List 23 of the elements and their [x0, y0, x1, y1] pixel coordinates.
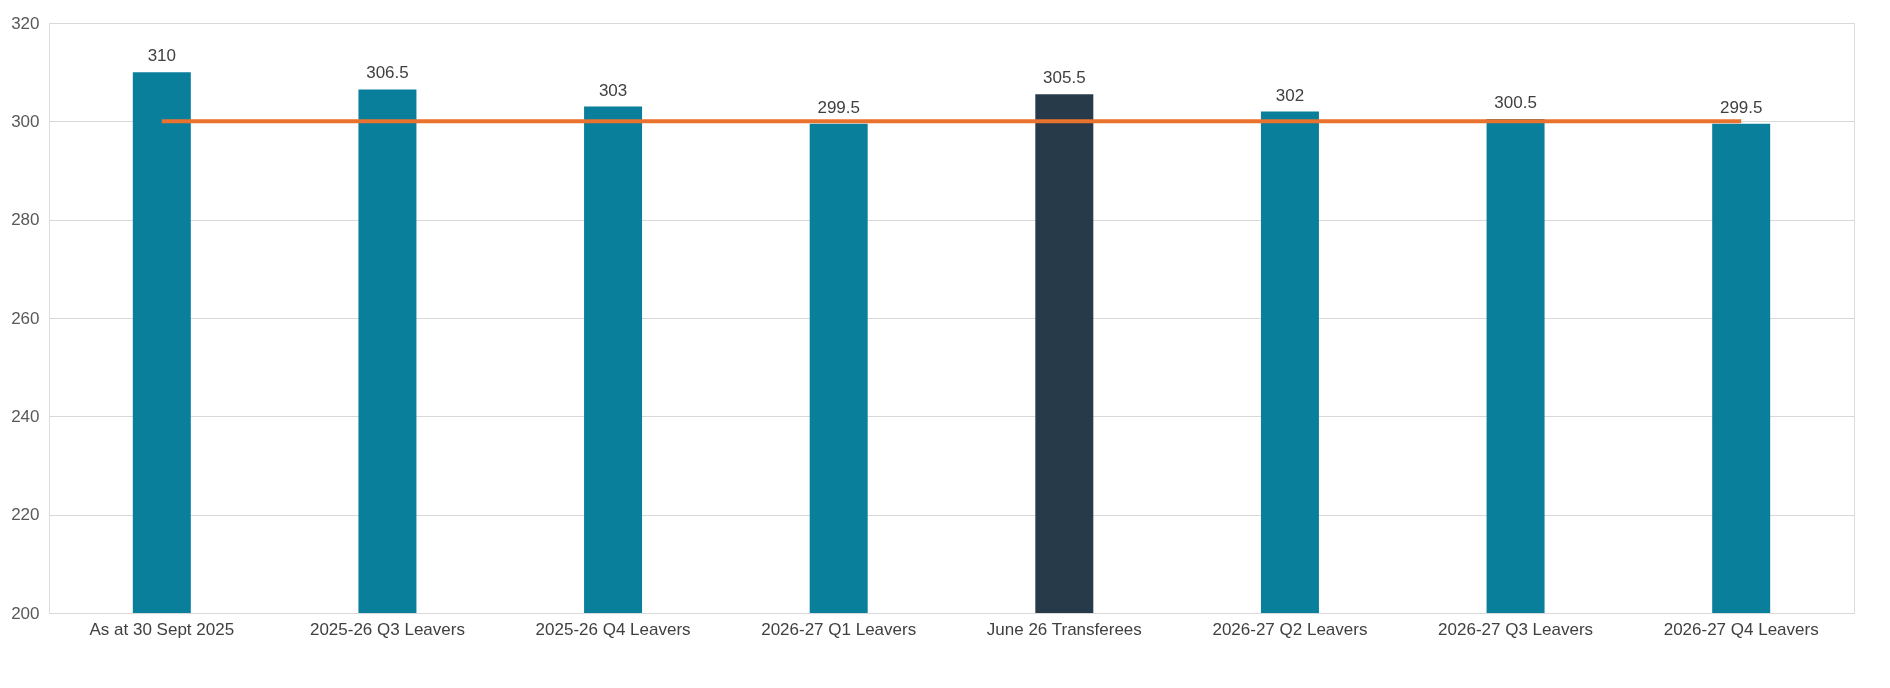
y-tick-label: 240 [11, 406, 40, 426]
data-label: 299.5 [1719, 97, 1763, 117]
x-tick-label: 2026-27 Q4 Leavers [1663, 619, 1819, 639]
data-label: 310 [147, 46, 176, 66]
x-tick-label: June 26 Transferees [986, 619, 1142, 639]
y-tick-label: 320 [11, 13, 40, 33]
y-tick-label: 220 [11, 505, 40, 525]
data-label: 305.5 [1043, 68, 1086, 88]
data-label: 300.5 [1494, 92, 1537, 112]
data-label: 303 [598, 80, 628, 100]
x-tick-label: As at 30 Sept 2025 [89, 619, 235, 639]
data-label: 302 [1275, 85, 1305, 105]
data-label: 306.5 [366, 63, 409, 83]
y-tick-label: 260 [11, 308, 40, 328]
x-tick-label: 2026-27 Q1 Leavers [761, 619, 917, 639]
x-tick-label: 2025-26 Q3 Leavers [309, 619, 465, 639]
y-tick-label: 280 [11, 210, 40, 230]
data-label: 299.5 [817, 97, 860, 117]
y-tick-label: 300 [11, 111, 40, 131]
x-tick-label: 2026-27 Q3 Leavers [1438, 619, 1594, 639]
x-tick-label: 2025-26 Q4 Leavers [535, 619, 691, 639]
x-tick-label: 2026-27 Q2 Leavers [1212, 619, 1368, 639]
y-tick-label: 200 [11, 603, 40, 623]
